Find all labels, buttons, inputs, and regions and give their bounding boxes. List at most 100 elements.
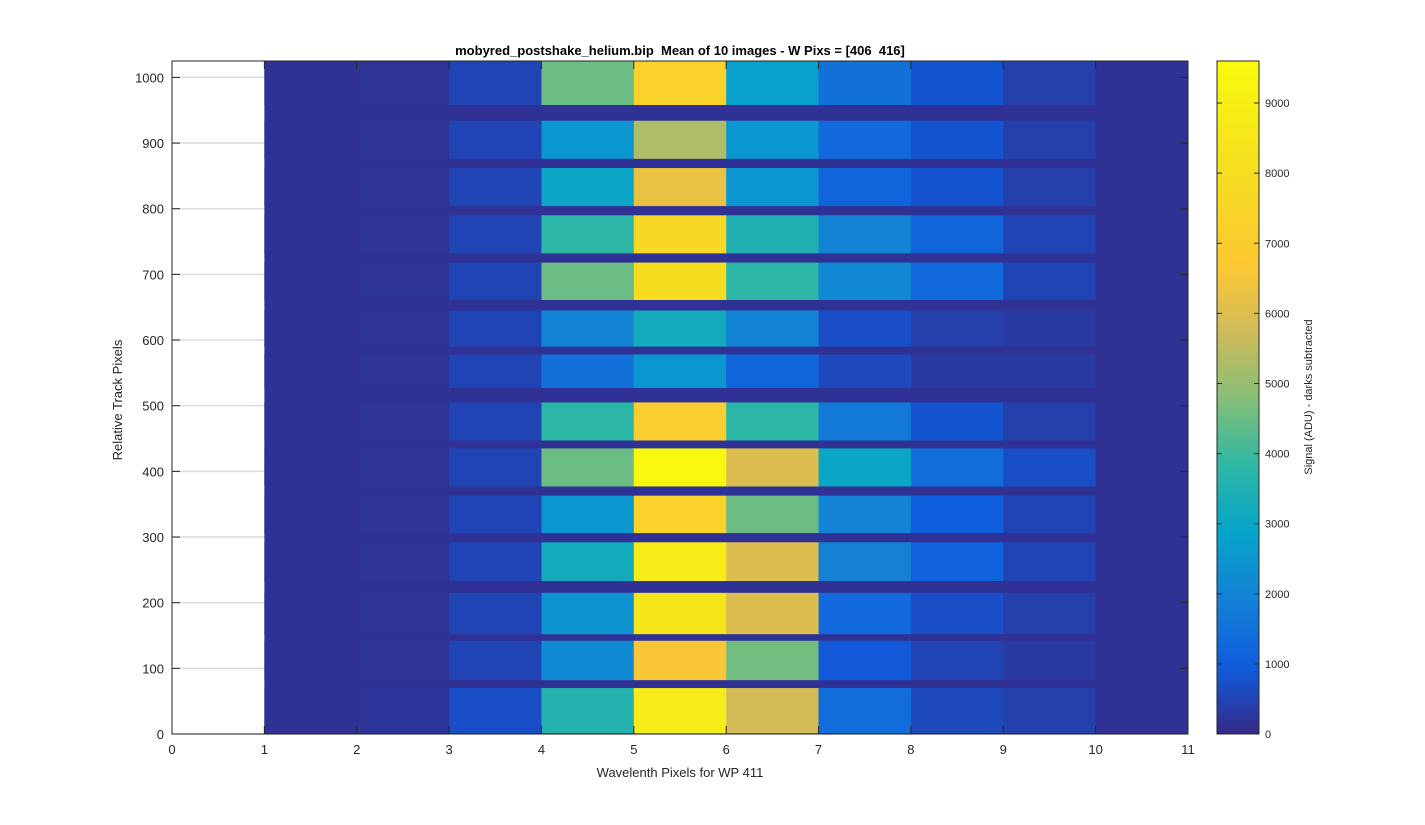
- heatmap-cell: [1003, 262, 1097, 300]
- plot-area: 0 1 2 3 4 5 6 7 8 9 10 11 0 100 200 300 400 500 600 700 800…: [135, 60, 1195, 757]
- heatmap-cell: [910, 168, 1004, 207]
- y-tick-label: 0: [157, 727, 164, 742]
- heatmap-cell: [910, 495, 1004, 534]
- heatmap-cell: [633, 215, 727, 254]
- heatmap-cell: [818, 448, 912, 487]
- heatmap-cell: [1095, 310, 1189, 347]
- heatmap-cell: [356, 495, 450, 534]
- heatmap: [264, 61, 1189, 734]
- heatmap-cell: [910, 215, 1004, 254]
- heatmap-cell: [1003, 640, 1097, 681]
- heatmap-cell: [818, 592, 912, 635]
- heatmap-cell: [264, 310, 358, 347]
- colorbar-tick-label: 1000: [1265, 659, 1289, 671]
- y-tick-label: 300: [142, 530, 164, 545]
- x-axis-label: Wavelenth Pixels for WP 411: [597, 765, 764, 780]
- colorbar-tick-label: 6000: [1265, 308, 1289, 320]
- heatmap-cell: [449, 688, 542, 734]
- x-axis: 0 1 2 3 4 5 6 7 8 9 10 11: [168, 61, 1195, 757]
- y-tick-label: 700: [142, 267, 164, 282]
- heatmap-cell: [726, 354, 820, 388]
- y-tick-label: 500: [142, 399, 164, 414]
- heatmap-cell: [356, 448, 450, 487]
- heatmap-cell: [726, 168, 820, 207]
- heatmap-cell: [264, 592, 358, 635]
- colorbar-tick-label: 8000: [1265, 168, 1289, 180]
- heatmap-cell: [1095, 354, 1189, 388]
- heatmap-cell: [818, 542, 912, 582]
- heatmap-cell: [1095, 688, 1189, 734]
- colorbar-ticks: 0 1000 2000 3000 4000 5000 6000 7000 8000 9000: [1217, 98, 1289, 741]
- heatmap-cell: [264, 262, 358, 300]
- heatmap-cell: [633, 448, 727, 487]
- heatmap-cell: [449, 354, 542, 388]
- heatmap-cell: [726, 688, 820, 734]
- heatmap-cell: [1003, 310, 1097, 347]
- heatmap-cell: [1095, 592, 1189, 635]
- heatmap-cell: [356, 354, 450, 388]
- x-tick-label: 6: [723, 742, 730, 757]
- heatmap-cell: [264, 354, 358, 388]
- heatmap-cell: [818, 310, 912, 347]
- heatmap-cell: [541, 120, 635, 159]
- heatmap-cell: [1003, 402, 1097, 441]
- y-tick-label: 200: [142, 596, 164, 611]
- heatmap-cell: [1095, 495, 1189, 534]
- heatmap-cell: [818, 120, 912, 159]
- heatmap-cell: [1003, 448, 1097, 487]
- heatmap-cell: [541, 592, 635, 635]
- heatmap-cell: [1095, 640, 1189, 681]
- heatmap-cell: [356, 262, 450, 300]
- heatmap-cell: [726, 262, 820, 300]
- heatmap-cell: [449, 495, 542, 534]
- heatmap-cell: [633, 640, 727, 681]
- heatmap-cell: [541, 354, 635, 388]
- heatmap-cell: [633, 495, 727, 534]
- y-tick-label: 400: [142, 464, 164, 479]
- colorbar-tick-label: 9000: [1265, 98, 1289, 110]
- heatmap-cell: [726, 542, 820, 582]
- heatmap-cell: [818, 168, 912, 207]
- heatmap-cell: [449, 310, 542, 347]
- heatmap-cell: [726, 61, 820, 105]
- heatmap-cell: [541, 61, 635, 105]
- heatmap-cell: [1095, 542, 1189, 582]
- heatmap-cell: [449, 542, 542, 582]
- heatmap-cell: [541, 448, 635, 487]
- heatmap-cell: [726, 120, 820, 159]
- x-tick-label: 0: [168, 742, 175, 757]
- x-tick-label: 11: [1181, 742, 1195, 757]
- heatmap-cell: [910, 592, 1004, 635]
- heatmap-cell: [264, 215, 358, 254]
- heatmap-cell: [818, 262, 912, 300]
- colorbar-gradient: [1217, 61, 1259, 734]
- heatmap-cell: [1095, 215, 1189, 254]
- heatmap-cell: [449, 120, 542, 159]
- heatmap-cell: [910, 640, 1004, 681]
- heatmap-cell: [264, 168, 358, 207]
- heatmap-cell: [1095, 61, 1189, 105]
- heatmap-cell: [1095, 120, 1189, 159]
- heatmap-cell: [1003, 542, 1097, 582]
- x-tick-label: 1: [261, 742, 268, 757]
- heatmap-cell: [726, 495, 820, 534]
- chart-title: mobyred_postshake_helium.bip Mean of 10 …: [455, 43, 905, 58]
- heatmap-cell: [449, 215, 542, 254]
- heatmap-cell: [633, 120, 727, 159]
- heatmap-cell: [1003, 688, 1097, 734]
- heatmap-cell: [541, 640, 635, 681]
- heatmap-cell: [449, 448, 542, 487]
- colorbar-label: Signal (ADU) - darks subtracted: [1303, 319, 1315, 474]
- heatmap-cell: [726, 448, 820, 487]
- heatmap-cell: [356, 688, 450, 734]
- y-axis-label: Relative Track Pixels: [110, 339, 125, 460]
- heatmap-cell: [726, 640, 820, 681]
- heatmap-cell: [264, 542, 358, 582]
- heatmap-cell: [818, 640, 912, 681]
- heatmap-cell: [818, 215, 912, 254]
- heatmap-cell: [910, 688, 1004, 734]
- heatmap-cell: [633, 262, 727, 300]
- heatmap-cell: [910, 120, 1004, 159]
- heatmap-cell: [1095, 168, 1189, 207]
- colorbar-tick-label: 5000: [1265, 378, 1289, 390]
